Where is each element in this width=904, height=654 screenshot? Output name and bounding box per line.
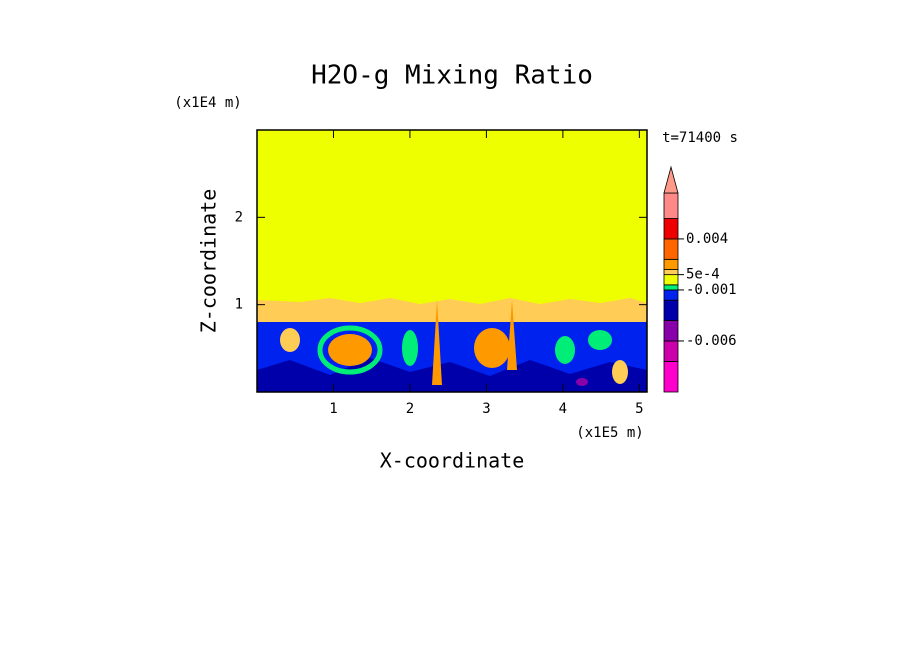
colorbar-segment (663, 258, 679, 270)
colorbar-tick-label: 0.004 (686, 231, 728, 247)
colorbar-segment (663, 192, 679, 219)
y-axis-label: Z-coordinate (197, 189, 221, 334)
x-tick-label: 1 (329, 401, 337, 417)
y-tick-label: 1 (235, 297, 243, 313)
x-axis-label: X-coordinate (380, 449, 525, 473)
colorbar-segment (663, 269, 679, 276)
colorbar-segment (663, 238, 679, 260)
colorbar-segment (663, 218, 679, 240)
colorbar-segment (663, 274, 679, 286)
time-annotation: t=71400 s (662, 130, 738, 146)
colorbar-segment (663, 299, 679, 321)
colorbar-segment (663, 340, 679, 362)
colorbar-tick-label: -0.001 (686, 282, 737, 298)
y-tick-label: 2 (235, 209, 243, 225)
x-tick-label: 5 (635, 401, 643, 417)
colorbar-segment (663, 360, 679, 393)
x-tick-label: 2 (406, 401, 414, 417)
colorbar-segment (663, 289, 679, 301)
chart-title: H2O-g Mixing Ratio (311, 61, 593, 91)
x-unit: (x1E5 m) (576, 425, 643, 441)
x-tick-label: 3 (482, 401, 490, 417)
colorbar-tick-label: 5e-4 (686, 267, 720, 283)
colorbar-segment (663, 284, 679, 291)
plot-frame (256, 129, 648, 393)
y-unit: (x1E4 m) (174, 95, 241, 111)
colorbar-extend (663, 165, 679, 194)
x-tick-label: 4 (559, 401, 567, 417)
contour-field (257, 130, 647, 392)
colorbar-segment (663, 320, 679, 342)
colorbar-tick-label: -0.006 (686, 333, 737, 349)
